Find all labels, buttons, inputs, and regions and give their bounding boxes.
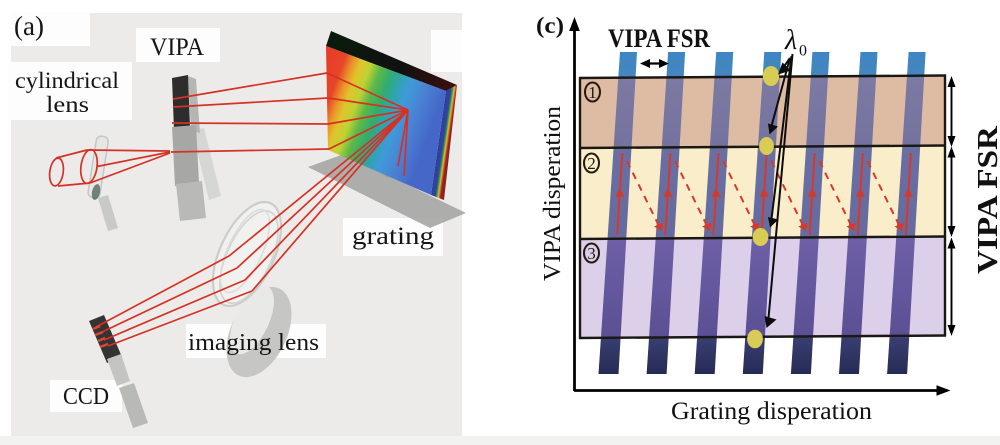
- svg-text:VIPA disperation: VIPA disperation: [540, 106, 566, 281]
- svg-text:3: 3: [587, 244, 596, 263]
- svg-text:cylindrical: cylindrical: [15, 68, 119, 93]
- svg-text:0: 0: [799, 43, 807, 60]
- svg-text:(c): (c): [536, 13, 564, 38]
- svg-text:grating: grating: [352, 223, 435, 250]
- svg-text:2: 2: [587, 154, 596, 173]
- svg-text:1: 1: [588, 83, 597, 102]
- svg-text:VIPA FSR: VIPA FSR: [973, 125, 1000, 274]
- svg-text:imaging lens: imaging lens: [188, 330, 319, 356]
- svg-text:lens: lens: [46, 92, 89, 117]
- svg-text:Grating disperation: Grating disperation: [671, 398, 873, 425]
- svg-text:VIPA: VIPA: [150, 34, 204, 61]
- svg-text:λ: λ: [784, 25, 797, 56]
- svg-text:(a): (a): [14, 11, 44, 41]
- svg-text:VIPA FSR: VIPA FSR: [608, 24, 710, 53]
- svg-text:CCD: CCD: [63, 384, 109, 410]
